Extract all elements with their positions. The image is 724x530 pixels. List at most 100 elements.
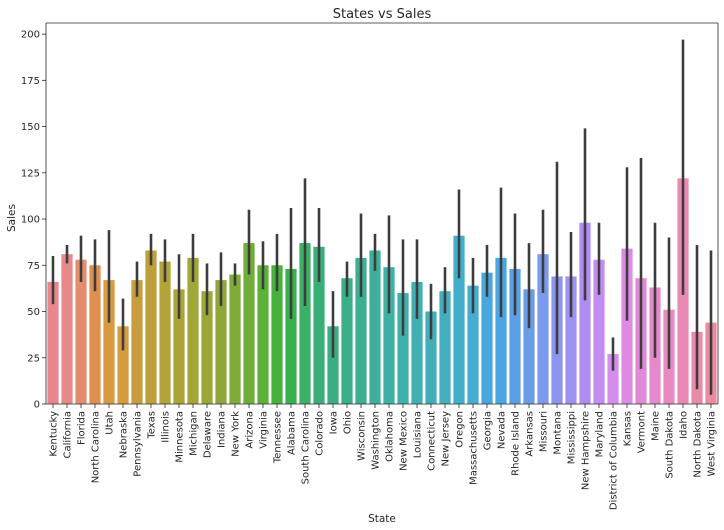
- y-axis-label: Sales: [6, 204, 18, 232]
- x-tick-label: Montana: [553, 411, 564, 455]
- bar: [103, 280, 115, 404]
- x-tick-label: Louisiana: [413, 411, 424, 458]
- plot-frame: [45, 22, 719, 405]
- y-tick-label: 75: [27, 261, 40, 272]
- x-tick-label: Colorado: [315, 411, 326, 456]
- bar: [341, 278, 353, 404]
- x-tick-label: Michigan: [189, 411, 200, 456]
- y-tick-label: 150: [21, 122, 40, 133]
- x-tick-label: North Dakota: [693, 411, 704, 478]
- x-tick-label: Delaware: [203, 411, 214, 458]
- x-tick-label: Kansas: [623, 411, 634, 446]
- chart-title: States vs Sales: [333, 7, 432, 22]
- bar: [215, 280, 227, 404]
- bar: [131, 280, 143, 404]
- x-tick-label: Georgia: [483, 411, 494, 450]
- bar: [397, 293, 409, 404]
- x-tick-label: New Mexico: [399, 411, 410, 471]
- bar: [579, 222, 591, 404]
- x-tick-label: Virginia: [259, 411, 270, 449]
- x-tick-label: California: [63, 411, 74, 459]
- x-tick-label: Nevada: [497, 411, 508, 449]
- x-tick-label: Indiana: [217, 411, 228, 448]
- x-tick-label: Nebraska: [119, 411, 130, 458]
- x-tick-label: District of Columbia: [609, 411, 620, 510]
- x-tick-label: Tennessee: [273, 411, 284, 464]
- x-tick-label: Connecticut: [427, 411, 438, 471]
- x-tick-label: West Virginia: [707, 411, 718, 476]
- bar: [61, 254, 73, 404]
- bar: [509, 268, 521, 404]
- bar: [607, 354, 619, 404]
- bar: [229, 274, 241, 404]
- y-tick-label: 100: [21, 215, 40, 226]
- bar: [159, 261, 171, 404]
- x-tick-label: Wisconsin: [357, 411, 368, 461]
- x-tick-label: Pennsylvania: [133, 411, 144, 477]
- bar: [467, 285, 479, 404]
- bar: [453, 235, 465, 404]
- bar: [537, 254, 549, 404]
- bar: [187, 257, 199, 404]
- x-tick-label: Vermont: [637, 411, 648, 453]
- bar: [369, 250, 381, 404]
- bar: [89, 265, 101, 404]
- x-tick-label: Minnesota: [175, 411, 186, 463]
- error-bars: [51, 39, 713, 395]
- x-tick-label: New York: [231, 411, 242, 457]
- x-tick-label: South Carolina: [301, 411, 312, 484]
- bar: [75, 259, 87, 404]
- bar: [621, 248, 633, 404]
- x-tick-label: Texas: [147, 411, 158, 440]
- x-tick-label: Arizona: [245, 411, 256, 449]
- bar: [327, 326, 339, 404]
- bar: [523, 289, 535, 404]
- x-tick-label: South Dakota: [665, 411, 676, 479]
- x-tick-label: Utah: [105, 411, 116, 435]
- y-tick-label: 50: [27, 307, 40, 318]
- bar: [383, 267, 395, 404]
- y-tick-label: 125: [21, 168, 40, 179]
- bar: [313, 246, 325, 404]
- bar: [145, 250, 157, 404]
- x-axis-label: State: [368, 513, 396, 525]
- bar: [439, 291, 451, 404]
- x-tick-label: Alabama: [287, 411, 298, 455]
- x-tick-label: Rhode Island: [511, 411, 522, 476]
- y-axis-ticks: 0 25 50 75 100 125 150 175 200: [21, 30, 46, 411]
- bar: [299, 243, 311, 404]
- x-tick-label: Idaho: [679, 411, 690, 439]
- x-tick-label: Missouri: [539, 411, 550, 452]
- bar: [565, 276, 577, 404]
- y-tick-label: 200: [21, 30, 40, 41]
- bar: [243, 243, 255, 404]
- x-tick-label: Washington: [371, 411, 382, 470]
- y-tick-label: 0: [34, 400, 40, 411]
- x-tick-label: Maine: [651, 411, 662, 441]
- bar: [173, 289, 185, 404]
- y-tick-label: 25: [27, 353, 40, 364]
- x-tick-label: Ohio: [343, 411, 354, 434]
- x-tick-label: Mississippi: [567, 411, 578, 464]
- bar: [257, 265, 269, 404]
- bar: [201, 291, 213, 404]
- bar: [117, 326, 129, 404]
- bars: [47, 178, 717, 404]
- x-tick-label: New Jersey: [441, 411, 452, 467]
- bar: [495, 257, 507, 404]
- bar: [47, 281, 59, 404]
- x-tick-label: Maryland: [595, 411, 606, 457]
- x-axis-ticks: Kentucky California Florida North Carolina U…: [49, 404, 718, 510]
- bar: [355, 257, 367, 404]
- x-tick-label: Illinois: [161, 411, 172, 443]
- bar: [593, 259, 605, 404]
- x-tick-label: Florida: [77, 411, 88, 445]
- x-tick-label: North Carolina: [91, 411, 102, 483]
- x-tick-label: Arkansas: [525, 411, 536, 457]
- x-tick-label: Massachusetts: [469, 411, 480, 485]
- x-tick-label: Kentucky: [49, 411, 60, 457]
- bar: [425, 311, 437, 404]
- bar: [271, 265, 283, 404]
